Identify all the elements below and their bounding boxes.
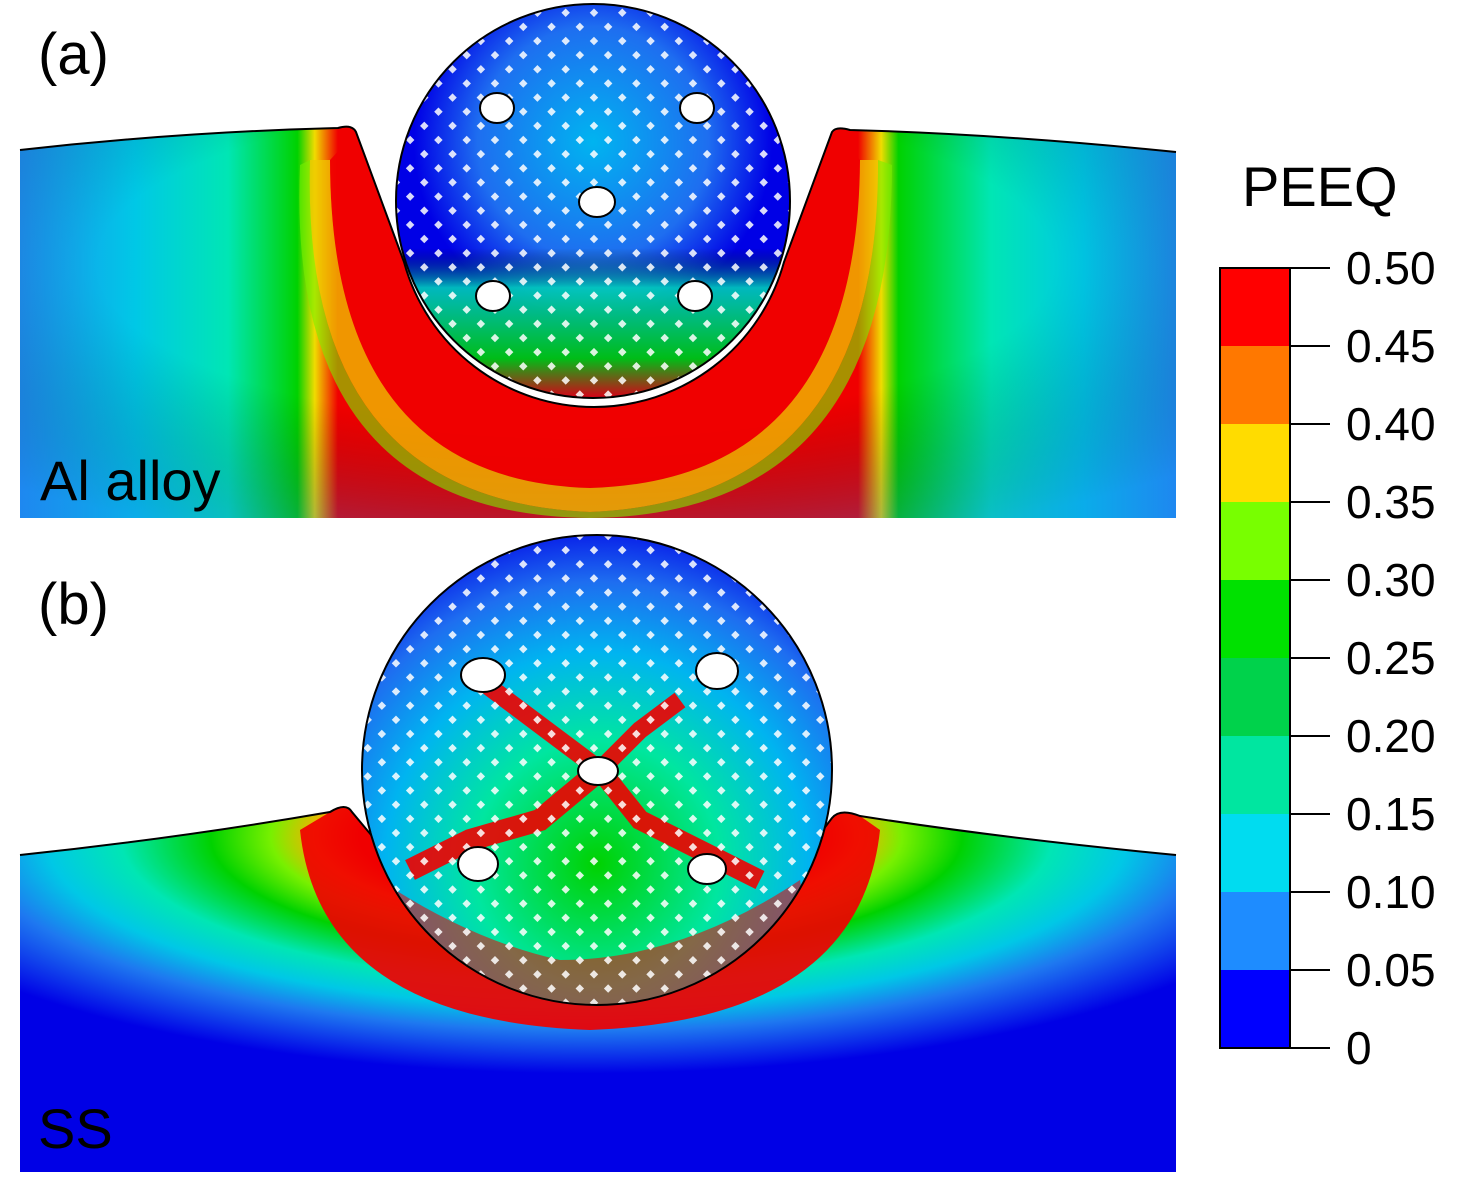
colorbar-segment <box>1220 346 1290 425</box>
particle-a <box>395 3 791 399</box>
legend-title: PEEQ <box>1242 155 1398 218</box>
panel-label-a: (a) <box>38 22 109 87</box>
material-label-b: SS <box>38 1097 113 1160</box>
panel-b: (b) SS <box>19 534 1177 1172</box>
colorbar-segment <box>1220 658 1290 737</box>
pore <box>577 756 619 786</box>
colorbar-tick-label: 0.15 <box>1346 788 1436 840</box>
colorbar-legend: PEEQ 0.50 0.45 0.40 0.35 0.30 0.25 0.20 0.15 0.1… <box>1219 155 1436 1074</box>
pore <box>578 186 616 218</box>
colorbar-segment <box>1220 970 1290 1049</box>
colorbar-tick-label: 0.40 <box>1346 398 1436 450</box>
pore <box>479 92 515 124</box>
colorbar-ticks: 0.50 0.45 0.40 0.35 0.30 0.25 0.20 0.15 0.10 0.05… <box>1290 242 1436 1074</box>
colorbar <box>1219 267 1291 1049</box>
colorbar-tick-label: 0.35 <box>1346 476 1436 528</box>
colorbar-segment <box>1220 424 1290 503</box>
colorbar-tick-label: 0.30 <box>1346 554 1436 606</box>
pore <box>457 846 499 882</box>
pore <box>677 280 713 312</box>
colorbar-segment <box>1220 268 1290 347</box>
colorbar-tick-label: 0.45 <box>1346 320 1436 372</box>
panel-a: (a) Al alloy <box>19 3 1177 519</box>
colorbar-tick-label: 0.05 <box>1346 944 1436 996</box>
plastic-zone-b <box>300 807 880 1030</box>
colorbar-tick-label: 0.20 <box>1346 710 1436 762</box>
colorbar-tick-label: 0 <box>1346 1022 1372 1074</box>
pore <box>695 652 739 690</box>
colorbar-segment <box>1220 892 1290 971</box>
particle-b <box>361 534 833 1006</box>
pore <box>679 92 715 124</box>
colorbar-tick-label: 0.50 <box>1346 242 1436 294</box>
colorbar-tick-label: 0.25 <box>1346 632 1436 684</box>
pore <box>475 280 511 312</box>
colorbar-segment <box>1220 580 1290 659</box>
pore <box>687 853 727 885</box>
colorbar-segment <box>1220 736 1290 815</box>
colorbar-tick-label: 0.10 <box>1346 866 1436 918</box>
panel-label-b: (b) <box>38 572 109 637</box>
material-label-a: Al alloy <box>40 449 221 512</box>
colorbar-segment <box>1220 814 1290 893</box>
pore <box>460 657 506 693</box>
plastic-zone-a <box>330 132 860 488</box>
colorbar-segment <box>1220 502 1290 581</box>
